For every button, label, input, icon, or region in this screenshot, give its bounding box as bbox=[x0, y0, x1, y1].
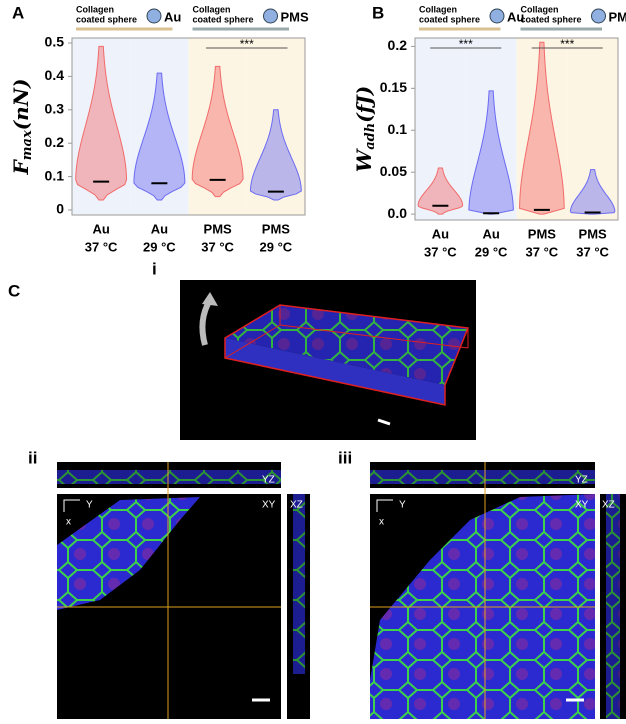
image-ii: YZ XY XZ Y x bbox=[57, 462, 310, 719]
inset-text: Collagen bbox=[521, 4, 559, 14]
axis-label: x bbox=[66, 517, 71, 528]
significance: *** bbox=[560, 37, 574, 51]
y-axis-label: Wadh(fJ) bbox=[352, 86, 378, 172]
x-tick-label: Au bbox=[482, 226, 499, 241]
y-tick-label: 0.15 bbox=[380, 79, 407, 95]
x-tick-label: PMS bbox=[528, 226, 557, 241]
y-axis-label: Fmax(nN) bbox=[9, 79, 35, 176]
y-tick-label: 0.0 bbox=[388, 205, 408, 221]
y-tick-label: 0.2 bbox=[388, 37, 408, 53]
inset-text: coated sphere bbox=[193, 14, 254, 24]
panel-label: ii bbox=[28, 448, 37, 467]
x-tick-label: 37 °C bbox=[85, 239, 118, 254]
sphere bbox=[264, 9, 278, 23]
x-tick-label: 37 °C bbox=[526, 244, 559, 259]
y-axis-label-part: adh bbox=[363, 123, 378, 150]
view-label: XZ bbox=[602, 500, 615, 511]
x-tick-label: Au bbox=[151, 221, 168, 236]
axis-label: Y bbox=[399, 500, 406, 511]
x-tick-label: PMS bbox=[204, 221, 233, 236]
sphere bbox=[147, 9, 161, 23]
inset-text: Collagen bbox=[193, 4, 231, 14]
inset-text: Collagen bbox=[76, 4, 114, 14]
axis-label: x bbox=[379, 517, 384, 528]
y-tick-label: 0 bbox=[56, 201, 64, 217]
inset-text: coated sphere bbox=[76, 14, 137, 24]
inset-text: coated sphere bbox=[521, 14, 582, 24]
sphere bbox=[490, 9, 504, 23]
inset-text: Collagen bbox=[419, 4, 457, 14]
panel-label: i bbox=[152, 259, 157, 278]
image-3d bbox=[180, 280, 476, 440]
inset-label: Au bbox=[164, 9, 181, 24]
inset-label: PMS bbox=[281, 9, 310, 24]
y-tick-label: 0.1 bbox=[45, 167, 65, 183]
x-tick-label: PMS bbox=[579, 226, 608, 241]
image-iii: YZ XY XZ Y x bbox=[370, 462, 626, 719]
x-tick-label: 37 °C bbox=[201, 239, 234, 254]
x-tick-label: 37 °C bbox=[576, 244, 609, 259]
inset-label: PMS bbox=[609, 9, 626, 24]
inset-text: coated sphere bbox=[419, 14, 480, 24]
view-label: XZ bbox=[290, 500, 303, 511]
y-axis-label-part: W bbox=[352, 147, 376, 172]
y-tick-label: 0.5 bbox=[45, 34, 65, 50]
y-axis-label-part: (fJ) bbox=[352, 86, 376, 123]
significance: *** bbox=[240, 37, 254, 51]
panel-label: A bbox=[12, 3, 24, 22]
x-tick-label: 37 °C bbox=[424, 244, 457, 259]
axis-label: Y bbox=[86, 500, 93, 511]
panel-label: C bbox=[8, 281, 20, 300]
x-tick-label: Au bbox=[92, 221, 109, 236]
sphere bbox=[592, 9, 606, 23]
significance: *** bbox=[459, 37, 473, 51]
y-tick-label: 0.4 bbox=[45, 67, 65, 83]
y-tick-label: 0.2 bbox=[45, 134, 65, 150]
x-tick-label: Au bbox=[432, 226, 449, 241]
x-tick-label: 29 °C bbox=[475, 244, 508, 259]
y-axis-label-part: max bbox=[20, 130, 35, 160]
view-label: XY bbox=[262, 500, 276, 511]
view-label: XY bbox=[575, 500, 589, 511]
y-tick-label: 0.1 bbox=[388, 121, 408, 137]
y-tick-label: 0.3 bbox=[45, 101, 65, 117]
y-axis-label-part: (nN) bbox=[9, 79, 33, 131]
x-tick-label: PMS bbox=[262, 221, 291, 236]
panel-label: iii bbox=[338, 448, 352, 467]
x-tick-label: 29 °C bbox=[143, 239, 176, 254]
x-tick-label: 29 °C bbox=[260, 239, 293, 254]
y-tick-label: 0.05 bbox=[380, 163, 407, 179]
view-label: YZ bbox=[575, 475, 588, 486]
panel-label: B bbox=[372, 3, 384, 22]
view-label: YZ bbox=[262, 475, 275, 486]
